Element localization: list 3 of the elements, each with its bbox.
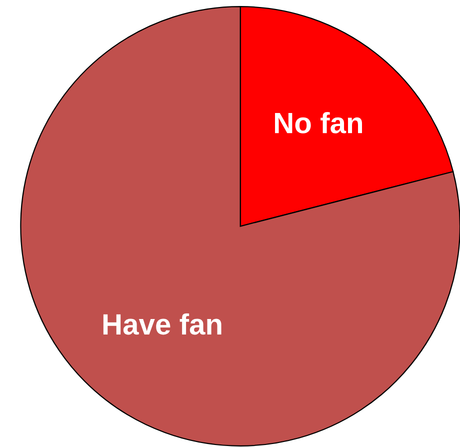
pie-slice (20, 6, 460, 446)
slice-label: Have fan (103, 313, 222, 335)
slice-label: No fan (275, 112, 362, 134)
